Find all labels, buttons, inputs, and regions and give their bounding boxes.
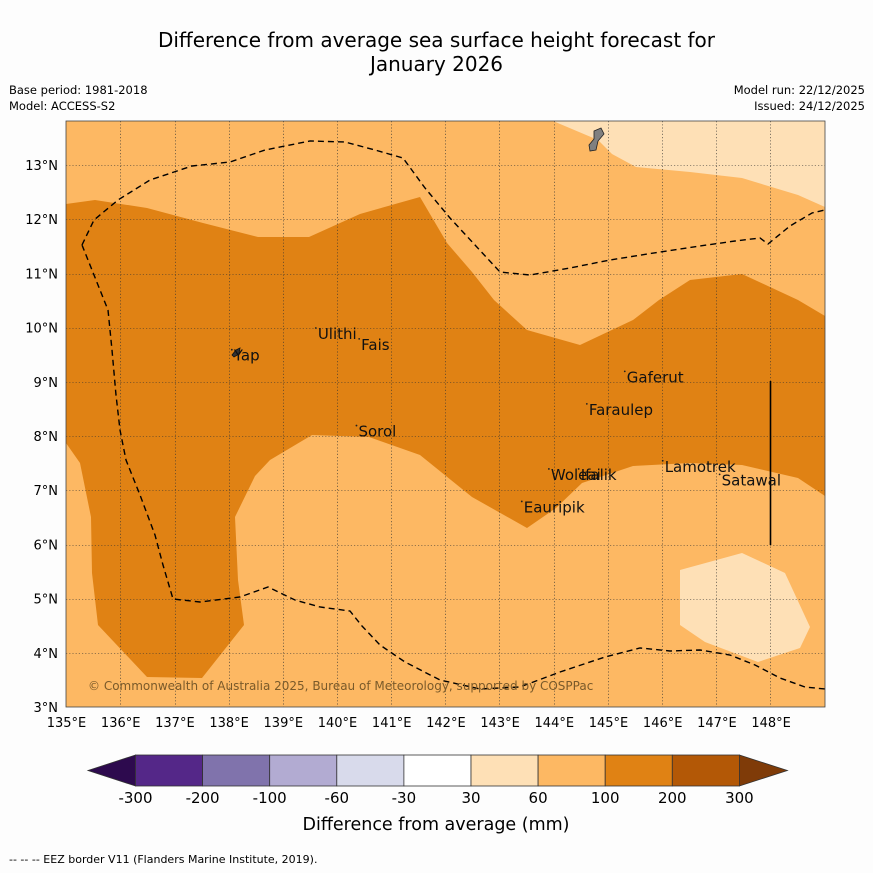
place-marker: [623, 370, 626, 373]
place-marker: [585, 403, 588, 405]
colorbar-segment: [671, 754, 740, 787]
lon-tick-label: 136°E: [101, 716, 141, 731]
map-frame: [65, 120, 826, 708]
place-label: Ulithi: [318, 325, 357, 343]
colorbar-tick-label: 200: [658, 789, 687, 807]
lat-tick-label: 12°N: [25, 213, 58, 228]
lat-tick-label: 7°N: [34, 484, 59, 499]
colorbar-segment: [470, 754, 539, 787]
place-marker: [520, 500, 523, 503]
lat-tick-label: 10°N: [25, 322, 58, 337]
base-period: Base period: 1981-2018: [9, 83, 148, 97]
place-marker: [230, 348, 233, 351]
model-name: Model: ACCESS-S2: [9, 99, 116, 113]
place-marker: [547, 468, 550, 470]
colorbar-tick-label: -30: [392, 789, 417, 807]
lon-tick-label: 147°E: [697, 716, 737, 731]
field-lower-right-30-60: [680, 553, 810, 662]
colorbar-tick-label: 100: [591, 789, 620, 807]
eez-footnote: -- -- -- EEZ border V11 (Flanders Marine…: [9, 853, 318, 866]
place-marker: [661, 459, 664, 462]
colorbar: -300 -200 -100 -60 -30 30 60 100 200 300: [86, 754, 789, 807]
title-line-1: Difference from average sea surface heig…: [157, 28, 716, 52]
place-label: Gaferut: [627, 368, 684, 386]
place-label: Yap: [233, 347, 260, 365]
colorbar-segment: [135, 754, 203, 787]
colorbar-max-extend: [739, 754, 789, 787]
lon-tick-label: 142°E: [426, 716, 466, 731]
yap-island: [231, 347, 241, 358]
place-label: Woleai: [551, 466, 601, 484]
colorbar-segment: [336, 754, 405, 787]
colorbar-tick-label: 30: [461, 789, 480, 807]
meta-left: Base period: 1981-2018 Model: ACCESS-S2: [9, 82, 148, 114]
place-marker: [718, 473, 721, 476]
field-band-100-200: [66, 197, 825, 678]
issued-date: Issued: 24/12/2025: [754, 99, 865, 113]
map-field: [66, 121, 825, 707]
place-marker: [577, 468, 580, 470]
colorbar-segment: [403, 754, 472, 787]
place-label: Sorol: [358, 423, 396, 441]
place-label: Lamotrek: [665, 458, 736, 476]
field-top-right-30-60: [553, 121, 825, 207]
lat-tick-label: 6°N: [34, 538, 59, 553]
lon-tick-label: 144°E: [535, 716, 575, 731]
place-label: Ifalik: [581, 466, 617, 484]
lat-tick-label: 8°N: [34, 430, 59, 445]
lat-tick-label: 3°N: [34, 701, 59, 716]
colorbar-tick-label: -300: [118, 789, 152, 807]
colorbar-segment: [604, 754, 673, 787]
lat-tick-label: 11°N: [25, 267, 58, 282]
colorbar-segment: [202, 754, 271, 787]
place-marker: [355, 424, 358, 427]
lat-tick-label: 5°N: [34, 593, 59, 608]
lon-tick-label: 148°E: [751, 716, 791, 731]
lon-tick-label: 146°E: [643, 716, 683, 731]
lon-tick-label: 145°E: [589, 716, 629, 731]
lon-tick-label: 139°E: [264, 716, 304, 731]
meta-right: Model run: 22/12/2025 Issued: 24/12/2025: [734, 82, 865, 114]
place-marker: [314, 327, 317, 329]
lat-tick-label: 13°N: [25, 159, 58, 174]
lon-tick-label: 141°E: [372, 716, 412, 731]
axis-ticks: 135°E 136°E 137°E 138°E 139°E 140°E 141°E 142°E…: [25, 159, 791, 731]
colorbar-segment: [269, 754, 338, 787]
colorbar-tick-label: 60: [529, 789, 548, 807]
place-label: Fais: [361, 336, 390, 354]
colorbar-min-extend: [86, 754, 136, 787]
guam-island: [588, 127, 605, 152]
attribution-text: © Commonwealth of Australia 2025, Bureau…: [88, 679, 593, 693]
lon-tick-label: 138°E: [209, 716, 249, 731]
colorbar-title: Difference from average (mm): [302, 815, 569, 835]
colorbar-tick-label: -100: [253, 789, 287, 807]
lat-tick-label: 4°N: [34, 647, 59, 662]
place-label: Satawal: [722, 471, 781, 489]
lon-tick-label: 135°E: [47, 716, 87, 731]
lon-tick-label: 140°E: [318, 716, 358, 731]
eez-border-line: [81, 140, 826, 690]
colorbar-tick-label: 300: [725, 789, 754, 807]
colorbar-segment: [537, 754, 606, 787]
colorbar-tick-label: -200: [186, 789, 220, 807]
title-line-2: January 2026: [369, 52, 504, 76]
chart-title: Difference from average sea surface heig…: [0, 28, 873, 76]
lon-tick-label: 143°E: [480, 716, 520, 731]
lon-tick-label: 137°E: [155, 716, 195, 731]
place-marker: [358, 337, 361, 340]
model-run: Model run: 22/12/2025: [733, 83, 865, 97]
place-label: Faraulep: [589, 401, 653, 419]
lat-tick-label: 9°N: [34, 376, 59, 391]
place-label: Eauripik: [524, 498, 585, 516]
colorbar-tick-label: -60: [325, 789, 350, 807]
